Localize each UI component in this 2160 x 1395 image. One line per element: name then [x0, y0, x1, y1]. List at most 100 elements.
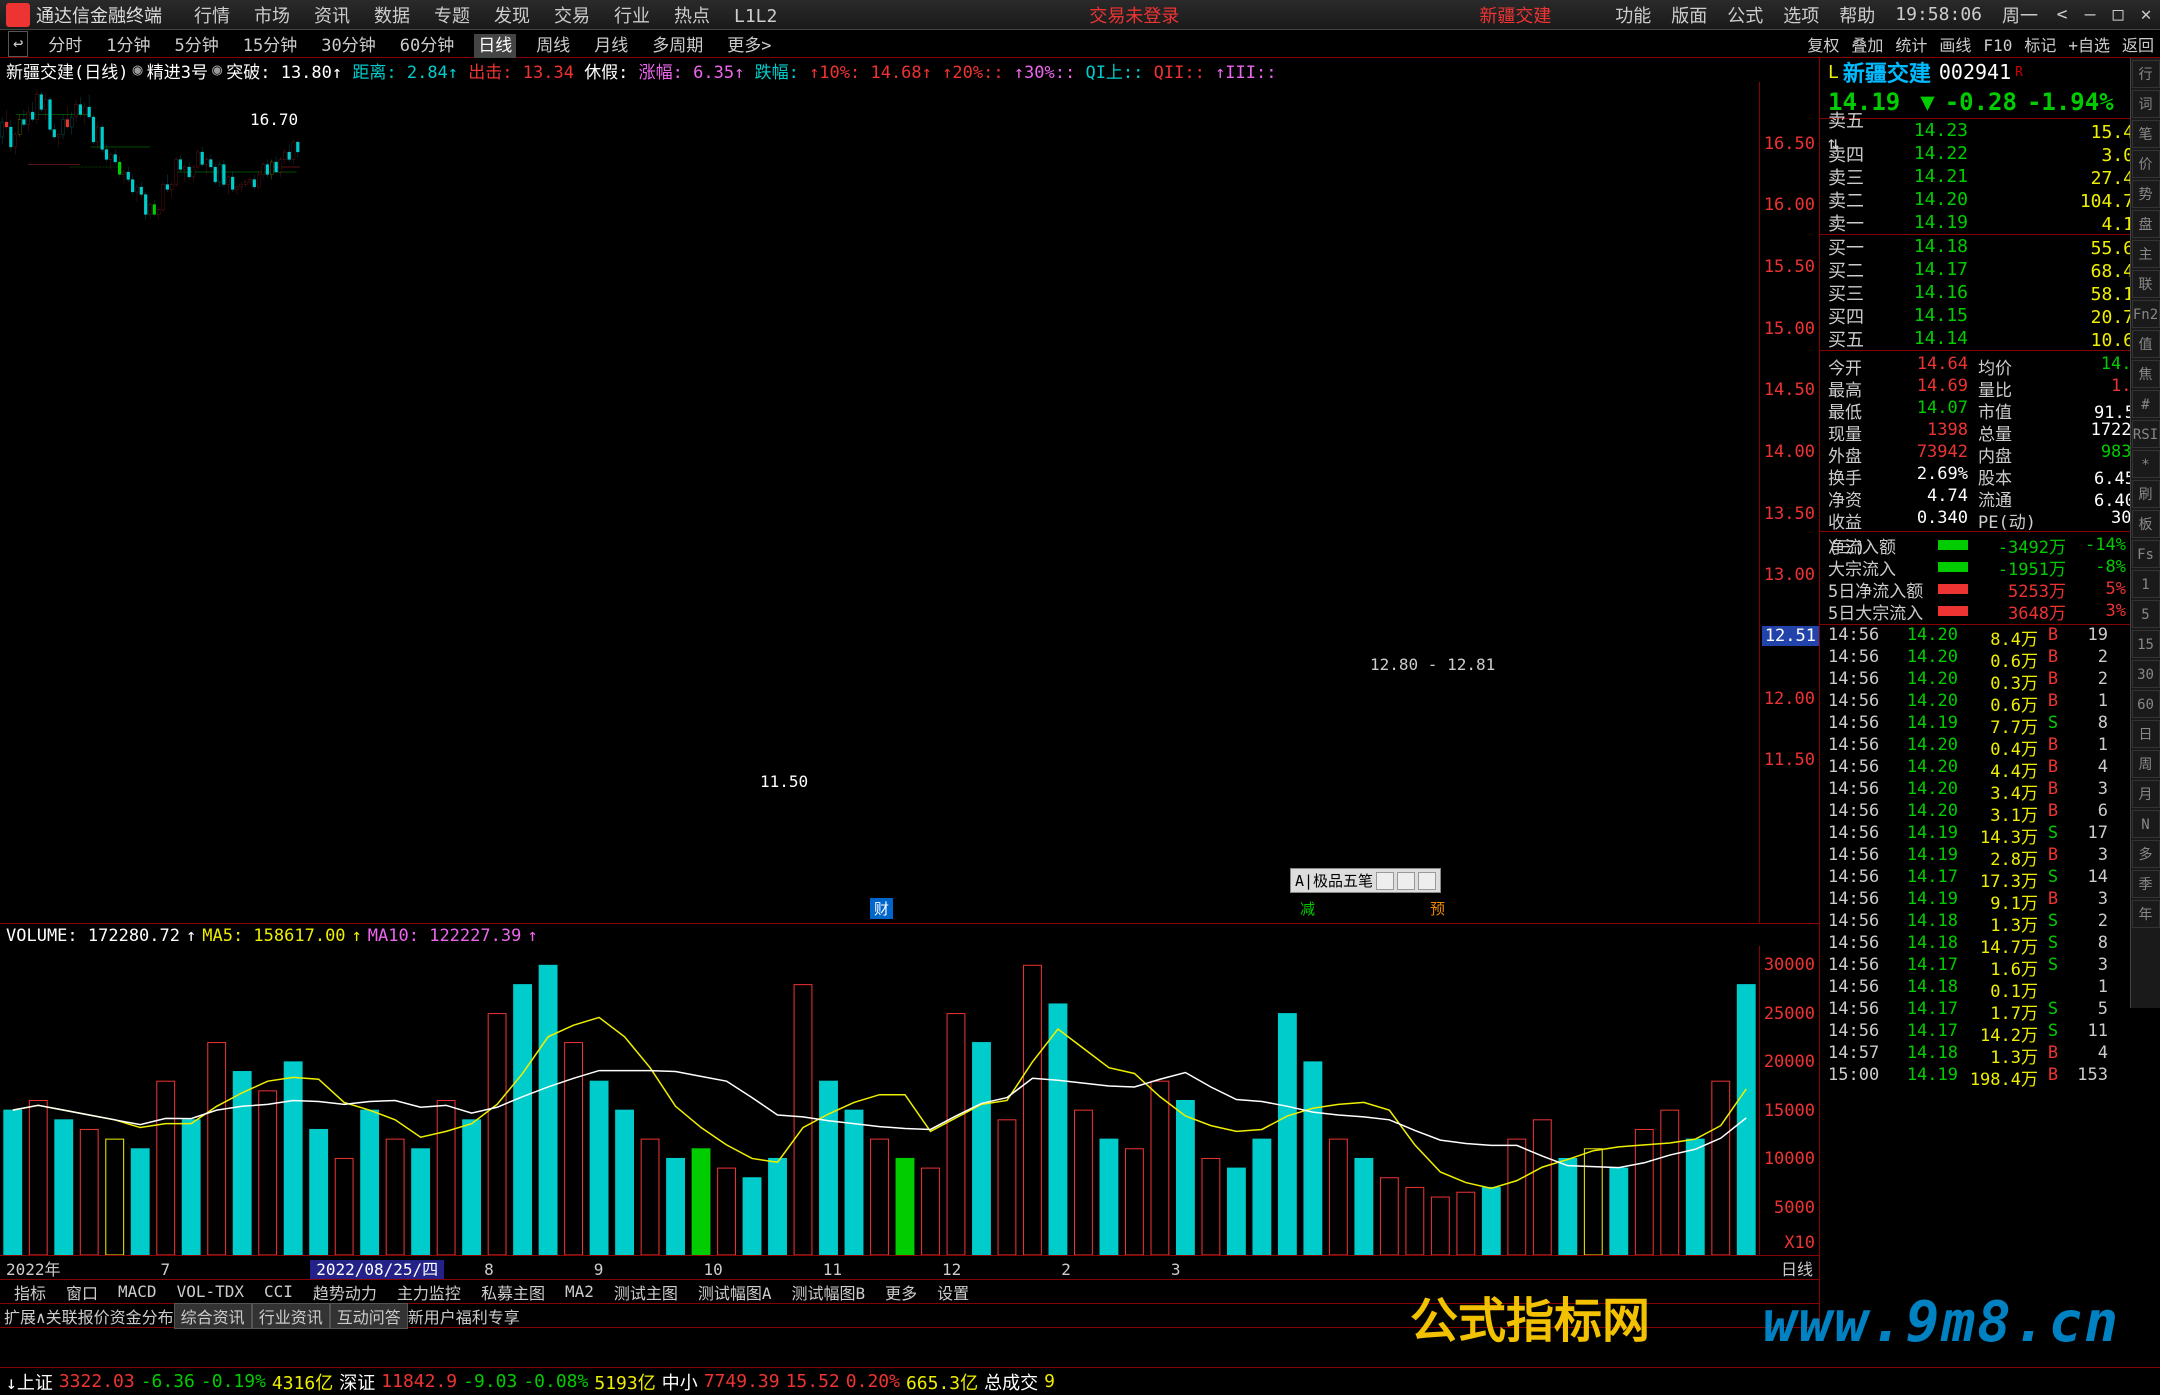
bid-row: 买四14.1520.7万: [1820, 304, 2160, 327]
menu-发现[interactable]: 发现: [494, 6, 530, 27]
menu-专题[interactable]: 专题: [434, 6, 470, 27]
side-icon-行[interactable]: 行: [2132, 60, 2160, 88]
ind-VOL-TDX[interactable]: VOL-TDX: [177, 1282, 244, 1301]
side-icon-联[interactable]: 联: [2132, 270, 2160, 298]
rmenu-选项[interactable]: 选项: [1783, 6, 1819, 27]
ind-指标[interactable]: 指标: [14, 1280, 46, 1304]
tool-返回[interactable]: 返回: [2122, 36, 2154, 55]
side-icon-笔[interactable]: 笔: [2132, 120, 2160, 148]
ind-CCI[interactable]: CCI: [264, 1282, 293, 1301]
timeframe-1分钟[interactable]: 1分钟: [102, 34, 154, 58]
ime-btn-2[interactable]: [1397, 872, 1415, 890]
side-icon-年[interactable]: 年: [2132, 900, 2160, 928]
side-icon-焦[interactable]: 焦: [2132, 360, 2160, 388]
side-icon-5[interactable]: 5: [2132, 600, 2160, 628]
tool-+自选[interactable]: +自选: [2068, 36, 2110, 55]
ind-主力监控[interactable]: 主力监控: [397, 1280, 461, 1304]
back-icon[interactable]: ↩: [8, 31, 28, 57]
side-icon-*[interactable]: *: [2132, 450, 2160, 478]
tool-画线[interactable]: 画线: [1939, 36, 1971, 55]
ind-MACD[interactable]: MACD: [118, 1282, 157, 1301]
side-icon-词[interactable]: 词: [2132, 90, 2160, 118]
chevron-left-icon[interactable]: <: [2050, 4, 2074, 26]
ind-MA2[interactable]: MA2: [565, 1282, 594, 1301]
side-icon-#[interactable]: #: [2132, 390, 2160, 418]
maximize-icon[interactable]: □: [2106, 4, 2130, 26]
menu-L1L2[interactable]: L1L2: [734, 6, 777, 27]
side-icon-30[interactable]: 30: [2132, 660, 2160, 688]
side-icon-Fs[interactable]: Fs: [2132, 540, 2160, 568]
tick-row: 14:5614.200.4万B1: [1820, 735, 2160, 757]
timeframe-月线[interactable]: 月线: [590, 34, 632, 58]
ind-窗口[interactable]: 窗口: [66, 1280, 98, 1304]
side-icon-季[interactable]: 季: [2132, 870, 2160, 898]
timeframe-5分钟[interactable]: 5分钟: [171, 34, 223, 58]
side-icon-日[interactable]: 日: [2132, 720, 2160, 748]
side-icon-Fn2[interactable]: Fn2: [2132, 300, 2160, 328]
menu-交易[interactable]: 交易: [554, 6, 590, 27]
timeframe-多周期[interactable]: 多周期: [648, 34, 707, 58]
menu-热点[interactable]: 热点: [674, 6, 710, 27]
tool-统计[interactable]: 统计: [1895, 36, 1927, 55]
ind-测试幅图A[interactable]: 测试幅图A: [698, 1280, 772, 1304]
ind-趋势动力[interactable]: 趋势动力: [313, 1280, 377, 1304]
tool-复权[interactable]: 复权: [1807, 36, 1839, 55]
ext-行业资讯[interactable]: 行业资讯: [252, 1303, 330, 1329]
ind-设置[interactable]: 设置: [937, 1280, 969, 1304]
vol-ma5: MA5: 158617.00: [202, 926, 345, 944]
side-icon-1[interactable]: 1: [2132, 570, 2160, 598]
rmenu-版面[interactable]: 版面: [1671, 6, 1707, 27]
timeframe-日线[interactable]: 日线: [474, 34, 516, 58]
ind-测试主图[interactable]: 测试主图: [614, 1280, 678, 1304]
timeframe-30分钟[interactable]: 30分钟: [317, 34, 379, 58]
ime-popup[interactable]: A|极品五笔: [1290, 868, 1441, 893]
candlestick-chart[interactable]: 16.5016.0015.5015.0014.5014.0013.5013.00…: [0, 82, 1819, 924]
ind-私募主图[interactable]: 私募主图: [481, 1280, 545, 1304]
ext-关联报价[interactable]: 关联报价: [46, 1304, 110, 1328]
side-icon-主[interactable]: 主: [2132, 240, 2160, 268]
month-8: 8: [484, 1260, 494, 1279]
side-icon-板[interactable]: 板: [2132, 510, 2160, 538]
ext-新用户福利专享[interactable]: 新用户福利专享: [408, 1304, 520, 1328]
rmenu-帮助[interactable]: 帮助: [1839, 6, 1875, 27]
side-icon-N[interactable]: N: [2132, 810, 2160, 838]
rmenu-功能[interactable]: 功能: [1615, 6, 1651, 27]
tool-叠加[interactable]: 叠加: [1851, 36, 1883, 55]
side-icon-势[interactable]: 势: [2132, 180, 2160, 208]
side-icon-周[interactable]: 周: [2132, 750, 2160, 778]
side-icon-RSI[interactable]: RSI: [2132, 420, 2160, 448]
ext-互动问答[interactable]: 互动问答: [330, 1303, 408, 1329]
ime-btn-1[interactable]: [1376, 872, 1394, 890]
side-icon-值[interactable]: 值: [2132, 330, 2160, 358]
timeframe-周线[interactable]: 周线: [532, 34, 574, 58]
ind-更多[interactable]: 更多: [885, 1280, 917, 1304]
volume-chart[interactable]: 30000250002000015000100005000X10: [0, 946, 1819, 1256]
menu-数据[interactable]: 数据: [374, 6, 410, 27]
timeframe-15分钟[interactable]: 15分钟: [239, 34, 301, 58]
menu-市场[interactable]: 市场: [254, 6, 290, 27]
side-icon-价[interactable]: 价: [2132, 150, 2160, 178]
side-icon-60[interactable]: 60: [2132, 690, 2160, 718]
side-icon-刷[interactable]: 刷: [2132, 480, 2160, 508]
ext-资金分布[interactable]: 资金分布: [110, 1304, 174, 1328]
ext-综合资讯[interactable]: 综合资讯: [174, 1303, 252, 1329]
ext-扩展∧[interactable]: 扩展∧: [4, 1304, 46, 1328]
minimize-icon[interactable]: —: [2078, 4, 2102, 26]
side-icon-盘[interactable]: 盘: [2132, 210, 2160, 238]
close-icon[interactable]: ✕: [2134, 4, 2158, 26]
timeframe-更多>[interactable]: 更多>: [723, 34, 775, 58]
side-icon-多[interactable]: 多: [2132, 840, 2160, 868]
indicator-bar: 指标窗口MACDVOL-TDXCCI趋势动力主力监控私募主图MA2测试主图测试幅…: [0, 1280, 1819, 1304]
ime-btn-3[interactable]: [1418, 872, 1436, 890]
menu-资讯[interactable]: 资讯: [314, 6, 350, 27]
ind-测试幅图B[interactable]: 测试幅图B: [792, 1280, 866, 1304]
tool-F10[interactable]: F10: [1983, 36, 2012, 55]
side-icon-15[interactable]: 15: [2132, 630, 2160, 658]
timeframe-60分钟[interactable]: 60分钟: [396, 34, 458, 58]
menu-行业[interactable]: 行业: [614, 6, 650, 27]
tool-标记[interactable]: 标记: [2024, 36, 2056, 55]
rmenu-公式[interactable]: 公式: [1727, 6, 1763, 27]
timeframe-分时[interactable]: 分时: [44, 34, 86, 58]
menu-行情[interactable]: 行情: [194, 6, 230, 27]
side-icon-月[interactable]: 月: [2132, 780, 2160, 808]
